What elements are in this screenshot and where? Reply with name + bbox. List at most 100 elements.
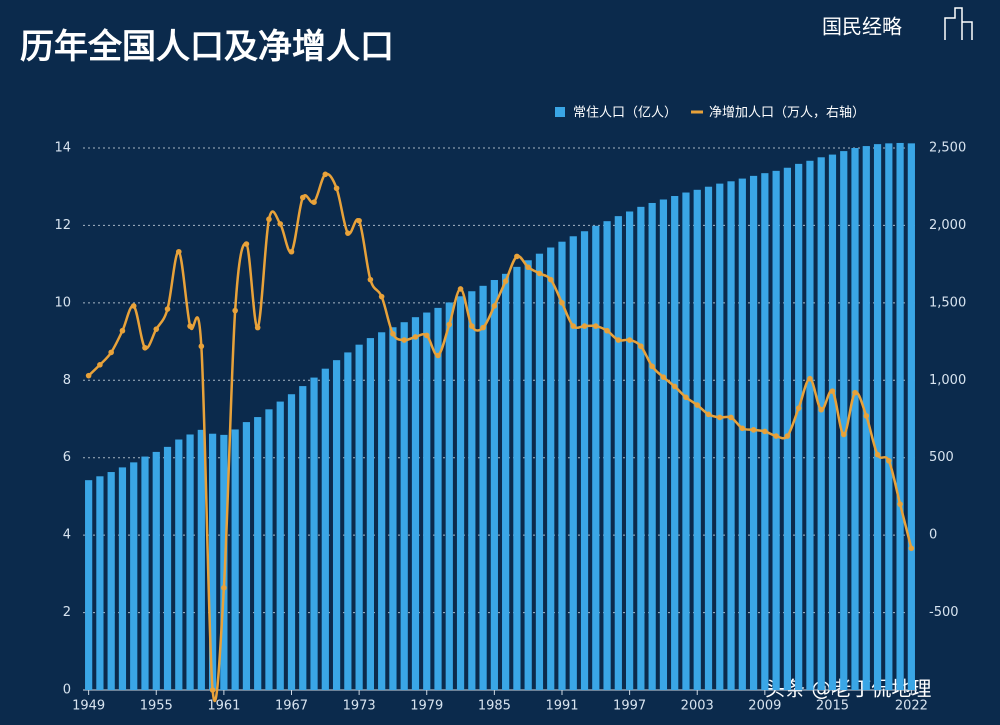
- bar: [321, 368, 329, 690]
- bar: [592, 225, 600, 690]
- bar: [186, 434, 194, 690]
- line-point: [615, 337, 622, 343]
- bar: [355, 344, 363, 690]
- bar: [152, 451, 160, 690]
- x-tick-label: 1973: [343, 699, 376, 714]
- line-point: [840, 431, 847, 438]
- x-tick-label: 1979: [410, 699, 443, 714]
- bar: [400, 322, 408, 690]
- line-point: [401, 337, 408, 343]
- x-tick-label: 2009: [748, 699, 781, 714]
- line-point: [638, 343, 644, 350]
- bar: [749, 175, 758, 691]
- line-point: [187, 323, 193, 329]
- line-point: [164, 306, 171, 312]
- bar: [535, 253, 544, 690]
- line-point: [254, 324, 261, 331]
- line-point: [142, 344, 148, 351]
- x-tick-label: 2015: [816, 699, 849, 714]
- y2-tick-label: 1,500: [929, 295, 966, 310]
- x-tick-label: 1985: [478, 699, 511, 714]
- line-point: [874, 451, 881, 458]
- bar: [85, 480, 93, 690]
- bar: [456, 296, 465, 690]
- line-point: [705, 411, 712, 418]
- legend-label: 净增加人口（万人，右轴）: [709, 106, 865, 121]
- line-point: [97, 362, 103, 368]
- bar: [242, 422, 251, 690]
- bar: [727, 181, 735, 690]
- y-tick-label: 6: [63, 450, 71, 465]
- line-point: [469, 323, 475, 329]
- bar: [220, 434, 228, 690]
- line-point: [626, 337, 633, 343]
- bar: [468, 291, 476, 690]
- bar: [840, 151, 848, 690]
- bar: [344, 352, 352, 690]
- bar: [434, 307, 442, 690]
- line-point: [592, 323, 599, 329]
- line-point: [829, 388, 836, 394]
- bar: [445, 302, 453, 690]
- line-point: [288, 248, 295, 255]
- x-tick-label: 2022: [895, 699, 928, 714]
- y-tick-label: 14: [54, 141, 71, 156]
- bar: [118, 467, 127, 690]
- line-point: [739, 425, 746, 432]
- line-point: [367, 276, 374, 283]
- bar: [580, 231, 589, 690]
- bar: [558, 241, 566, 690]
- bar: [817, 157, 825, 690]
- bar: [276, 401, 284, 690]
- line-point: [491, 303, 498, 309]
- line-point: [457, 286, 464, 292]
- line-point: [333, 185, 340, 192]
- line-point: [570, 323, 577, 329]
- line-point: [795, 405, 802, 411]
- line-point: [108, 349, 114, 356]
- y-tick-label: 4: [63, 528, 71, 543]
- y2-tick-label: 2,000: [929, 218, 966, 233]
- line-point: [818, 406, 825, 413]
- bar: [704, 186, 713, 690]
- line-point: [863, 413, 870, 419]
- bar: [603, 221, 611, 691]
- x-tick-label: 1961: [207, 699, 240, 714]
- bar: [254, 417, 262, 690]
- bar: [896, 142, 904, 690]
- bar: [569, 236, 577, 691]
- line-point: [322, 171, 329, 178]
- bar: [626, 211, 634, 690]
- bar: [423, 312, 431, 690]
- logo: 国民经略: [822, 15, 902, 39]
- bar: [648, 202, 656, 690]
- line-point: [153, 326, 160, 332]
- bar: [795, 163, 803, 690]
- line-point: [130, 303, 137, 309]
- line-point: [299, 194, 306, 201]
- bar: [637, 206, 645, 691]
- line-point: [480, 324, 486, 331]
- logo-icon: [944, 7, 973, 40]
- line-point: [604, 327, 610, 334]
- line-point: [525, 264, 531, 271]
- line-point: [345, 230, 351, 236]
- bar: [287, 394, 296, 690]
- line-point: [716, 414, 723, 421]
- x-tick-label: 1997: [613, 699, 646, 714]
- line-point: [908, 545, 915, 552]
- bar: [682, 192, 690, 690]
- line-point: [198, 343, 205, 350]
- bar: [366, 338, 374, 690]
- y2-tick-label: 500: [929, 450, 954, 465]
- bar: [490, 280, 498, 690]
- line-point: [728, 414, 734, 421]
- y-tick-label: 12: [54, 218, 71, 233]
- line-point: [660, 374, 667, 380]
- line-point: [435, 352, 441, 359]
- line-point: [784, 433, 791, 439]
- line-point: [762, 428, 768, 435]
- bar: [806, 160, 814, 691]
- bar: [671, 196, 679, 690]
